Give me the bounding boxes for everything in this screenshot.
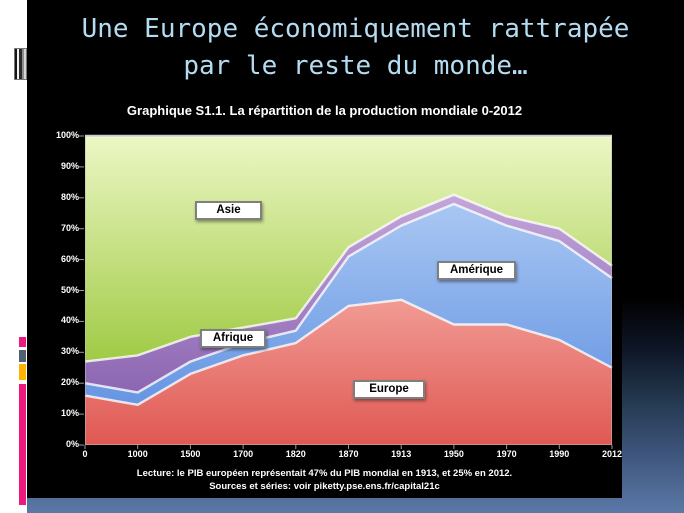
y-tick-20%: 20% — [60, 377, 79, 388]
y-tick-0%: 0% — [65, 439, 79, 449]
x-tick-1990: 1990 — [549, 449, 570, 459]
series-label-afrique: Afrique — [200, 329, 266, 348]
y-tick-80%: 80% — [60, 191, 79, 202]
y-tick-100%: 100% — [55, 130, 79, 140]
x-tick-1970: 1970 — [496, 449, 517, 459]
y-tick-90%: 90% — [60, 160, 79, 171]
slide-title: Une Europe économiquement rattrapée par … — [27, 11, 684, 85]
sidebar-mark-1 — [19, 350, 26, 362]
y-tick-40%: 40% — [60, 315, 79, 326]
x-tick-1950: 1950 — [443, 449, 464, 459]
x-tick-1913: 1913 — [391, 449, 412, 459]
series-label-europe: Europe — [353, 380, 425, 399]
sidebar-mark-3 — [19, 384, 26, 505]
y-tick-50%: 50% — [60, 284, 79, 295]
chart-title: Graphique S1.1. La répartition de la pro… — [126, 103, 523, 118]
sidebar-mark-2 — [19, 364, 26, 380]
sidebar-mark-0 — [19, 337, 26, 347]
x-tick-1820: 1820 — [285, 449, 306, 459]
slide-title-line2: par le reste du monde… — [183, 51, 528, 81]
x-tick-0: 0 — [82, 449, 88, 459]
y-tick-30%: 30% — [60, 346, 79, 357]
x-tick-1000: 1000 — [127, 449, 148, 459]
slide-title-line1: Une Europe économiquement rattrapée — [81, 14, 630, 44]
x-tick-1500: 1500 — [180, 449, 201, 459]
plot-area — [79, 134, 613, 449]
chart-panel: Graphique S1.1. La répartition de la pro… — [27, 92, 622, 498]
chart-notes: Lecture: le PIB européen représentait 47… — [27, 468, 622, 493]
series-label-amerique: Amérique — [437, 261, 516, 280]
x-tick-2012: 2012 — [601, 449, 623, 459]
note-sources: Sources et séries: voir piketty.pse.ens.… — [209, 480, 440, 492]
x-tick-1700: 1700 — [233, 449, 254, 459]
series-label-asie: Asie — [195, 201, 262, 220]
x-tick-1870: 1870 — [338, 449, 359, 459]
y-tick-70%: 70% — [60, 222, 79, 233]
note-lecture: Lecture: le PIB européen représentait 47… — [136, 468, 513, 479]
barcode-stripes-icon — [14, 48, 27, 80]
y-tick-10%: 10% — [60, 408, 79, 419]
y-tick-60%: 60% — [60, 253, 79, 264]
stacked-area-chart — [79, 134, 613, 449]
